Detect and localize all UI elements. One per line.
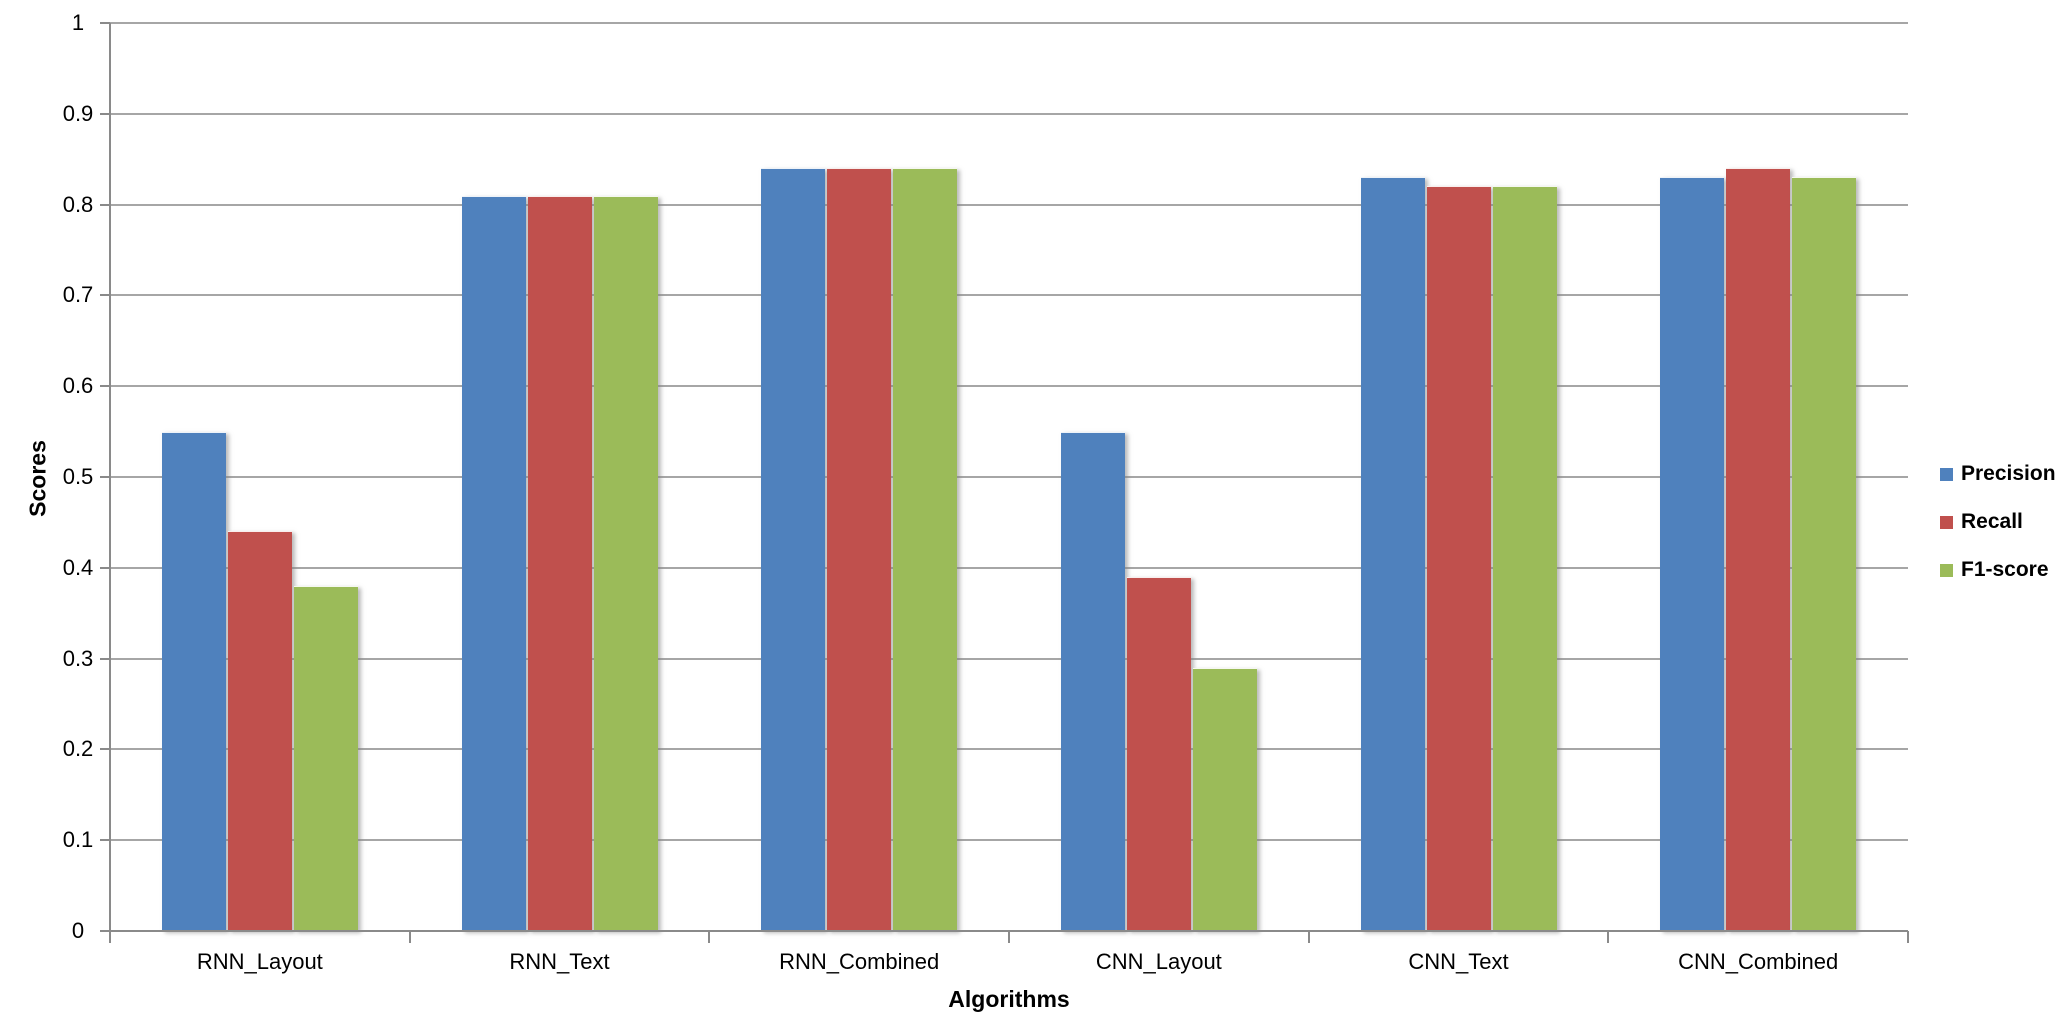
gridline — [110, 294, 1908, 297]
legend-item-f1-score: F1-score — [1940, 557, 2066, 583]
legend: Precision Recall F1-score — [1940, 461, 2066, 605]
bar-recall-cnn-combined — [1726, 168, 1791, 931]
y-axis-tick — [100, 839, 110, 842]
gridline — [110, 203, 1908, 206]
x-axis-tick — [1307, 931, 1310, 943]
y-axis-tick — [100, 476, 110, 478]
y-axis-tick — [100, 748, 110, 751]
legend-label: Precision — [1961, 462, 2056, 485]
category-label: RNN_Combined — [779, 949, 940, 974]
bar-recall-cnn-text — [1426, 186, 1491, 931]
legend-item-precision: Precision — [1940, 461, 2066, 487]
x-axis-tick — [408, 931, 411, 943]
x-axis-tick — [1907, 931, 1909, 943]
legend-label: F1-score — [1961, 558, 2049, 581]
legend-label: Recall — [1961, 510, 2023, 533]
y-tick-label: 0 — [71, 918, 85, 943]
y-axis-tick — [100, 112, 110, 115]
category-label: RNN_Text — [509, 949, 610, 974]
gridline — [110, 657, 1908, 660]
y-axis-tick — [100, 566, 110, 569]
bar-recall-rnn-combined — [827, 168, 892, 931]
x-axis-title: Algorithms — [948, 986, 1070, 1012]
y-tick-label: 0.5 — [62, 464, 94, 489]
bar-f1-score-cnn-combined — [1792, 177, 1857, 931]
bar-recall-rnn-layout — [227, 531, 292, 931]
y-axis-line — [109, 23, 111, 931]
y-axis-tick — [100, 294, 110, 297]
bar-recall-rnn-text — [527, 195, 592, 931]
bar-f1-score-rnn-combined — [893, 168, 958, 931]
gridline — [110, 839, 1908, 842]
y-tick-label: 0.3 — [62, 645, 94, 671]
x-axis-tick — [109, 931, 111, 943]
x-axis-tick — [1008, 931, 1010, 943]
y-axis-tick — [100, 385, 110, 388]
legend-swatch-icon — [1940, 515, 1953, 529]
bar-precision-cnn-text — [1360, 177, 1425, 931]
category-label: CNN_Text — [1408, 949, 1509, 974]
bar-recall-cnn-layout — [1126, 576, 1191, 931]
y-tick-label: 0.6 — [62, 373, 94, 399]
legend-swatch-icon — [1940, 563, 1953, 577]
y-tick-label: 0.2 — [62, 736, 94, 762]
x-axis-tick — [1607, 931, 1610, 943]
gridline — [110, 566, 1908, 569]
bar-f1-score-rnn-layout — [293, 585, 358, 931]
y-axis-tick — [100, 930, 110, 932]
bar-f1-score-rnn-text — [593, 195, 658, 931]
bar-f1-score-cnn-text — [1492, 186, 1557, 931]
y-tick-label: 0.1 — [62, 827, 94, 853]
gridline — [110, 748, 1908, 751]
y-axis-tick — [100, 657, 110, 660]
category-label: CNN_Combined — [1678, 949, 1839, 974]
legend-item-recall: Recall — [1940, 509, 2066, 535]
category-label: CNN_Layout — [1095, 949, 1222, 974]
y-tick-label: 0.9 — [62, 100, 94, 126]
category-label: RNN_Layout — [196, 949, 323, 974]
y-axis-tick — [100, 203, 110, 206]
bar-precision-rnn-layout — [161, 431, 226, 931]
gridline — [110, 112, 1908, 115]
x-axis-tick — [708, 931, 711, 943]
gridline — [110, 476, 1908, 478]
gridline — [110, 22, 1908, 24]
bar-precision-rnn-text — [461, 195, 526, 931]
gridline — [110, 385, 1908, 388]
bar-precision-rnn-combined — [761, 168, 826, 931]
y-axis-tick — [100, 22, 110, 24]
bar-precision-cnn-layout — [1060, 431, 1125, 931]
bar-f1-score-cnn-layout — [1192, 667, 1257, 931]
y-tick-label: 0.7 — [62, 282, 94, 308]
y-tick-label: 0.4 — [62, 554, 94, 580]
y-axis-title: Scores — [24, 440, 51, 517]
legend-swatch-icon — [1940, 467, 1953, 481]
bar-precision-cnn-combined — [1660, 177, 1725, 931]
y-tick-label: 1 — [71, 10, 85, 35]
y-tick-label: 0.8 — [62, 191, 94, 217]
